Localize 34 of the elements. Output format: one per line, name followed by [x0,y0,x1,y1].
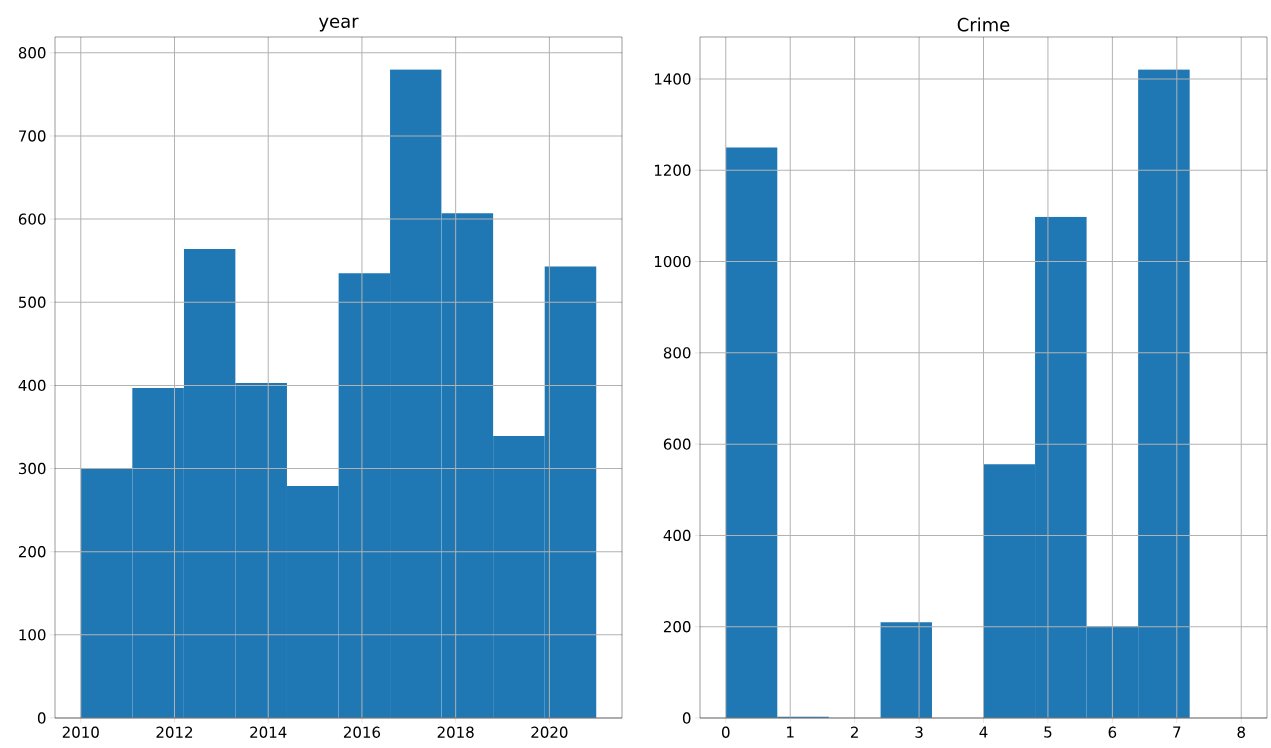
x-tick-label: 2010 [62,726,99,738]
y-tick-label: 800 [663,347,691,359]
y-tick-label: 700 [19,130,46,142]
x-tick-label: 2014 [250,726,287,738]
y-tick-label: 200 [18,546,46,558]
y-tick-label: 400 [663,529,691,542]
y-tick-label: 0 [37,712,46,724]
x-tick-label: 8 [1237,726,1245,738]
x-tick-label: 2018 [437,726,474,738]
x-tick-label: 7 [1173,726,1181,738]
y-tick-label: 1400 [654,73,691,85]
y-tick-label: 800 [18,47,46,59]
y-tick-label: 500 [19,296,46,308]
x-tick-label: 4 [979,726,988,738]
y-tick-label: 200 [663,621,691,633]
x-tick-label: 2012 [156,726,193,738]
x-tick-label: 0 [722,726,730,738]
y-tick-label: 600 [18,213,46,225]
y-tick-label: 100 [19,629,46,641]
y-tick-label: 1000 [654,255,691,268]
y-tick-label: 400 [18,379,46,392]
x-tick-label: 6 [1108,726,1117,738]
x-tick-label: 2 [850,726,858,738]
x-tick-label: 2016 [343,726,381,738]
y-tick-label: 0 [682,712,691,724]
y-tick-label: 1200 [654,164,691,176]
x-tick-label: 1 [787,726,794,738]
y-tick-label: 300 [19,462,46,475]
x-tick-label: 3 [915,726,923,738]
chart-title: year [318,17,359,32]
x-tick-label: 2020 [531,726,568,738]
y-tick-label: 600 [663,438,691,450]
chart-title: Crime [957,17,1010,32]
x-tick-label: 5 [1044,726,1052,738]
